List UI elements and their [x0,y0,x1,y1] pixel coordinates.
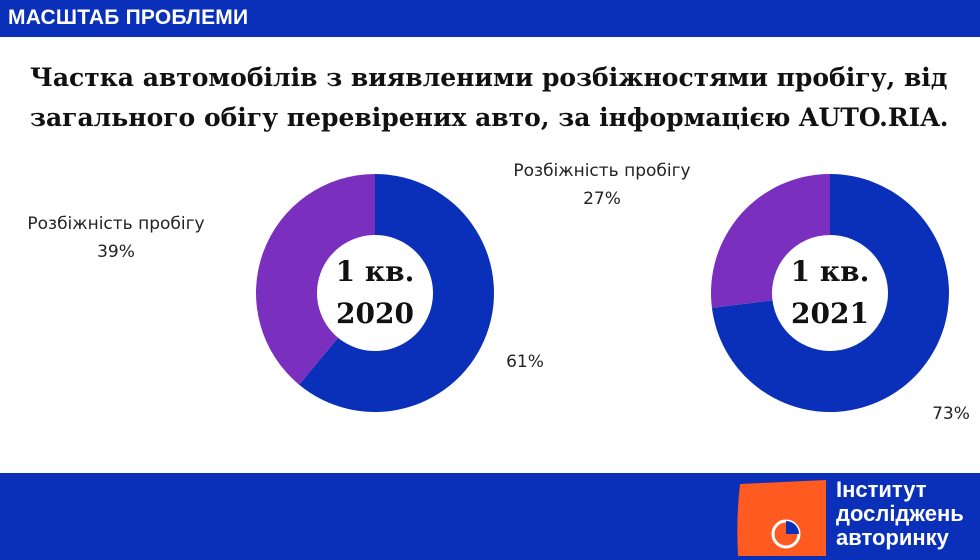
footer-bar [0,473,980,560]
chart-2020-slice-value: 39% [97,242,135,262]
logo-line-3: авторинку [836,525,949,550]
chart-2020-center-label: 1 кв. 2020 [315,251,435,335]
chart-2020-other-value: 61% [506,352,544,372]
pie-chart-icon [771,519,801,549]
section-title: МАСШТАБ ПРОБЛЕМИ [8,6,249,29]
chart-2021-slice-name: Розбіжність пробігу [513,161,691,181]
logo-line-2: досліджень [836,501,964,526]
logo-mark [737,480,826,556]
section-header-bar: МАСШТАБ ПРОБЛЕМИ [0,0,980,37]
chart-2021-center-line1: 1 кв. [790,255,870,288]
chart-2021-slice-label: Розбіжність пробігу 27% [490,157,714,213]
donut-slice-mileage-discrepancy [711,174,830,308]
slide-headline: Частка автомобілів з виявленими розбіжно… [30,63,949,132]
chart-2020-center-line2: 2020 [336,297,414,330]
logo-line-1: Інститут [836,477,927,502]
chart-2020-slice-name: Розбіжність пробігу [27,214,205,234]
donut-slice-other [711,174,949,412]
chart-2021-other-value: 73% [932,404,970,424]
donut-chart-2021 [711,174,949,412]
donut-slice-other [299,174,495,412]
chart-2021-center-label: 1 кв. 2021 [770,251,890,335]
logo-text: Інститут досліджень авторинку [836,478,964,550]
donut-slice-mileage-discrepancy [256,174,375,385]
chart-2020-slice-label: Розбіжність пробігу 39% [0,210,232,266]
chart-2021-center-line2: 2021 [791,297,869,330]
donut-chart-2020 [256,174,495,412]
chart-2020-center-line1: 1 кв. [335,255,415,288]
chart-2021-slice-value: 27% [583,189,621,209]
